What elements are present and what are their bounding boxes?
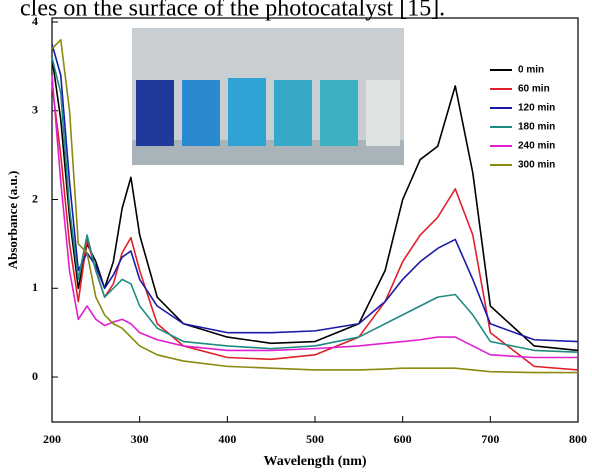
y-tick-label: 1 (32, 280, 38, 294)
y-axis-label: Absorbance (a.u.) (5, 171, 20, 270)
caption-fragment: cles on the surface of the photocatalyst… (20, 0, 445, 22)
legend-box (486, 60, 574, 178)
x-tick-label: 400 (218, 432, 236, 446)
y-tick-label: 3 (32, 103, 38, 117)
legend-label: 60 min (518, 84, 550, 95)
x-tick-label: 500 (306, 432, 324, 446)
x-tick-label: 800 (569, 432, 587, 446)
series-line (51, 84, 579, 371)
x-tick-label: 700 (481, 432, 499, 446)
x-tick-label: 600 (394, 432, 412, 446)
series-line (51, 38, 578, 374)
legend-label: 180 min (518, 122, 555, 133)
series-line (51, 43, 579, 343)
legend-label: 120 min (518, 103, 555, 114)
series-line (51, 57, 579, 353)
x-tick-label: 200 (43, 432, 61, 446)
legend-label: 0 min (518, 65, 544, 76)
x-tick-label: 300 (131, 432, 149, 446)
y-tick-label: 4 (32, 14, 38, 28)
x-axis-label: Wavelength (nm) (263, 454, 366, 469)
legend-label: 300 min (518, 160, 555, 171)
y-tick-label: 2 (32, 191, 38, 205)
inset-photo (132, 28, 404, 165)
y-tick-label: 0 (32, 369, 38, 383)
series-line (51, 75, 578, 359)
legend-label: 240 min (518, 141, 555, 152)
